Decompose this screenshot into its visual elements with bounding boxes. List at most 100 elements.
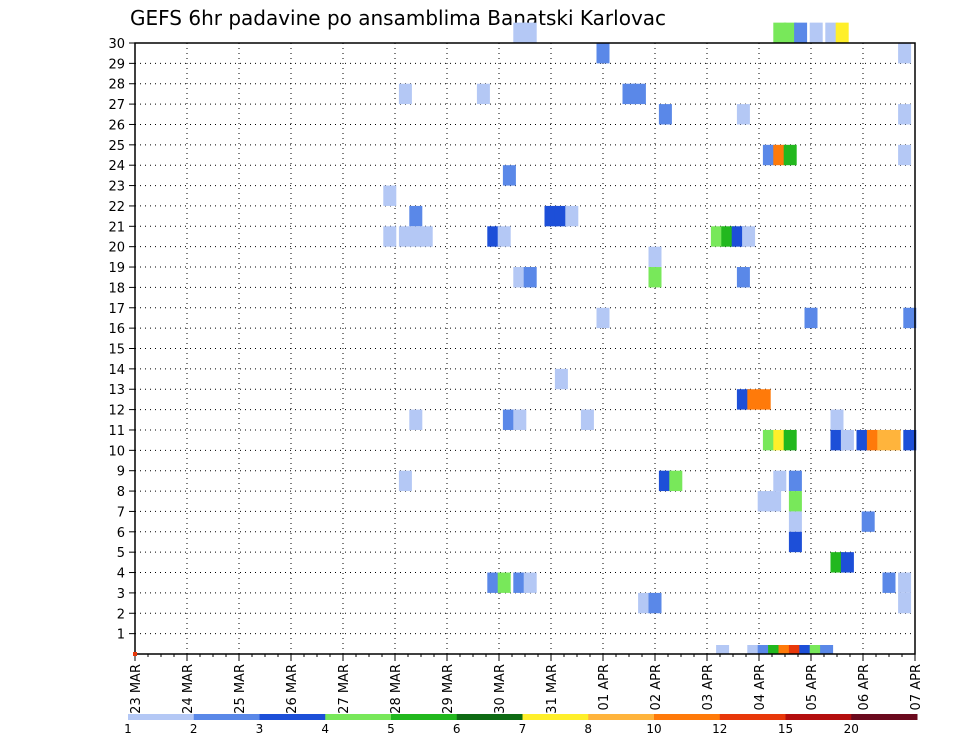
precip-cell [825,22,839,43]
x-tick-label: 06 APR [857,664,872,710]
precip-cell [788,470,802,492]
precip-cell [877,429,891,451]
y-tick-label: 14 [108,363,125,378]
y-tick-label: 21 [108,220,125,235]
y-tick-label: 22 [108,200,125,215]
origin-marker [133,652,137,656]
precip-cell [487,226,501,247]
precip-cell [882,572,896,593]
precip-cell [523,572,537,593]
precip-cell [783,22,797,43]
y-tick-label: 5 [117,546,125,561]
precip-cell [804,307,818,329]
precip-cell [830,552,844,573]
precip-cell [648,267,662,288]
precip-cell [554,205,568,227]
precip-cell [398,226,412,247]
y-tick-label: 23 [108,180,125,195]
legend-label: 5 [387,722,395,736]
precip-cell [757,491,771,512]
precip-cell [487,572,501,593]
precip-cell [523,267,537,288]
y-tick-label: 17 [108,302,125,317]
legend-label: 15 [778,722,793,736]
precip-cell [398,83,412,105]
x-tick-label: 27 MAR [337,664,352,714]
y-tick-label: 15 [108,343,125,358]
precip-cell [648,592,662,614]
y-tick-label: 6 [117,526,125,541]
precip-cell [409,409,423,430]
legend-swatch [391,714,458,720]
precip-cell [398,470,412,492]
precip-cell [788,491,802,512]
precip-cell [497,226,511,247]
x-tick-label: 01 APR [597,664,612,710]
x-tick-label: 05 APR [805,664,820,710]
precip-cell [757,389,771,410]
y-tick-label: 1 [117,628,125,643]
legend-label: 20 [844,722,859,736]
precip-cell [903,307,917,329]
precip-cell [794,22,808,43]
precip-cell [409,226,423,247]
grid-lines [135,42,915,654]
precip-cell [898,592,912,614]
precip-cell [710,226,724,247]
legend-swatch [325,714,392,720]
precip-cell [768,491,782,512]
precip-cell [513,572,527,593]
x-tick-label: 28 MAR [389,664,404,714]
precip-cell [809,22,823,43]
precip-cell [799,645,813,654]
precip-cell [565,205,579,227]
legend-label: 10 [646,722,661,736]
x-tick-label: 29 MAR [441,664,456,714]
y-tick-label: 4 [117,567,125,582]
precip-cell [898,572,912,593]
precip-cell [903,429,917,451]
y-tick-label: 13 [108,383,125,398]
precip-cell [502,165,516,186]
precip-cell [736,389,750,410]
precip-cell [762,144,776,166]
precip-cell [788,531,802,553]
precip-cell [861,511,875,532]
y-tick-label: 28 [108,78,125,93]
x-tick-label: 26 MAR [285,664,300,714]
precip-cell [638,592,652,614]
precip-cell [648,246,662,268]
y-tick-label: 10 [108,444,125,459]
x-tick-label: 07 APR [909,664,924,710]
legend-label: 1 [124,722,132,736]
y-tick-label: 29 [108,57,125,72]
precip-cell [898,104,912,125]
precip-cell [856,429,870,451]
x-tick-label: 02 APR [649,664,664,710]
precip-cell [773,144,787,166]
y-tick-label: 3 [117,587,125,602]
precip-cell [716,645,730,654]
precip-cell [773,22,787,43]
precip-cell [658,470,672,492]
precip-cell [887,429,901,451]
precip-cell [721,226,735,247]
legend-label: 12 [712,722,727,736]
precip-cell [513,267,527,288]
legend-label: 3 [256,722,264,736]
precip-cell [778,645,792,654]
precip-cell [783,144,797,166]
precip-cell [762,429,776,451]
legend-label: 2 [190,722,198,736]
precip-cell [580,409,594,430]
precip-cell [383,226,397,247]
y-tick-label: 16 [108,322,125,337]
precip-cell [840,429,854,451]
precip-cell [502,409,516,430]
precip-cell [788,645,802,654]
precip-cell [596,43,610,64]
y-tick-label: 2 [117,607,125,622]
x-tick-label: 30 MAR [493,664,508,714]
precip-cell [757,645,771,654]
precip-cell [809,645,823,654]
